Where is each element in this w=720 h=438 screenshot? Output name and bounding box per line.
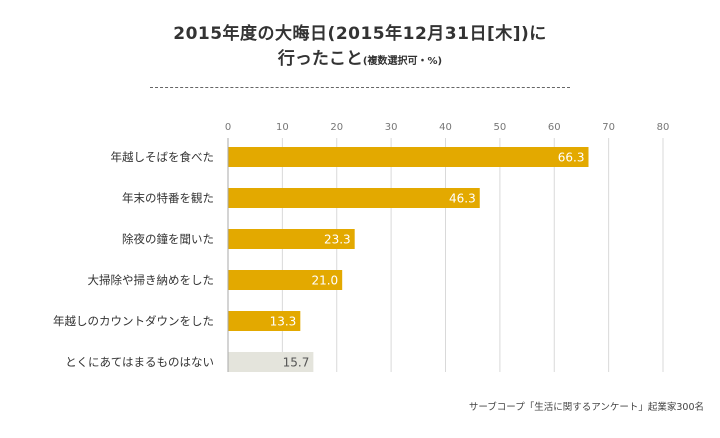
value-label: 13.3 — [270, 315, 297, 329]
category-label: 年末の特番を観た — [122, 191, 214, 205]
value-label: 66.3 — [558, 151, 585, 165]
bar-0 — [228, 147, 589, 167]
grid-lines — [282, 138, 663, 372]
bar-1 — [228, 188, 480, 208]
value-labels: 66.3 46.3 23.3 21.0 13.3 15.7 — [270, 151, 585, 370]
category-label: とくにあてはまるものはない — [65, 355, 214, 369]
x-tick-label: 0 — [225, 122, 231, 133]
x-tick-label: 70 — [602, 122, 615, 133]
x-tick-label: 80 — [657, 122, 670, 133]
x-tick-label: 60 — [548, 122, 561, 133]
x-tick-label: 20 — [330, 122, 343, 133]
value-label: 23.3 — [324, 233, 351, 247]
category-labels: 年越しそばを食べた年末の特番を観た除夜の鐘を聞いた大掃除や掃き納めをした年越しの… — [53, 150, 214, 369]
category-label: 大掃除や掃き納めをした — [88, 273, 215, 287]
x-axis-ticks: 0 10 20 30 40 50 60 70 80 — [225, 122, 670, 133]
value-label: 21.0 — [311, 274, 338, 288]
source-note: サーブコープ「生活に関するアンケート」起業家300名 — [469, 399, 704, 413]
category-label: 年越しのカウントダウンをした — [53, 314, 214, 328]
value-label: 46.3 — [449, 192, 476, 206]
bar-chart: 0 10 20 30 40 50 60 70 80 年越しそばを食べた年末の特番を観た除夜の鐘を… — [0, 0, 720, 438]
x-tick-label: 10 — [276, 122, 289, 133]
x-tick-label: 40 — [439, 122, 452, 133]
x-tick-label: 30 — [385, 122, 398, 133]
x-tick-label: 50 — [494, 122, 507, 133]
value-label: 15.7 — [283, 356, 310, 370]
category-label: 年越しそばを食べた — [111, 150, 215, 164]
category-label: 除夜の鐘を聞いた — [122, 232, 214, 246]
